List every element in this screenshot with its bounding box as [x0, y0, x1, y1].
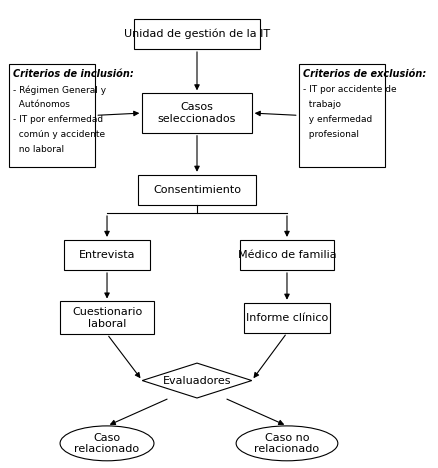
Text: - IT por enfermedad: - IT por enfermedad: [13, 115, 103, 124]
Text: profesional: profesional: [302, 130, 358, 139]
Text: - IT por accidente de: - IT por accidente de: [302, 85, 396, 94]
FancyBboxPatch shape: [64, 240, 150, 270]
Text: Evaluadores: Evaluadores: [162, 375, 231, 386]
FancyBboxPatch shape: [138, 175, 255, 205]
Text: Autónomos: Autónomos: [13, 100, 70, 109]
Text: Caso no
relacionado: Caso no relacionado: [254, 432, 319, 454]
Text: Caso
relacionado: Caso relacionado: [74, 432, 139, 454]
Text: Entrevista: Entrevista: [78, 250, 135, 260]
FancyBboxPatch shape: [240, 240, 333, 270]
FancyBboxPatch shape: [60, 301, 154, 334]
FancyBboxPatch shape: [298, 64, 384, 167]
Ellipse shape: [60, 426, 154, 461]
FancyBboxPatch shape: [244, 303, 329, 333]
Text: y enfermedad: y enfermedad: [302, 115, 371, 124]
Text: no laboral: no laboral: [13, 145, 64, 154]
Text: trabajo: trabajo: [302, 100, 340, 109]
Text: - Régimen General y: - Régimen General y: [13, 85, 106, 95]
FancyBboxPatch shape: [142, 93, 251, 133]
FancyBboxPatch shape: [9, 64, 95, 167]
Text: Informe clínico: Informe clínico: [245, 313, 327, 323]
Text: Unidad de gestión de la IT: Unidad de gestión de la IT: [124, 29, 269, 39]
Text: Médico de familia: Médico de familia: [237, 250, 336, 260]
Ellipse shape: [236, 426, 337, 461]
Text: Cuestionario
laboral: Cuestionario laboral: [72, 307, 142, 329]
Text: Consentimiento: Consentimiento: [153, 185, 240, 195]
Text: Criterios de inclusión:: Criterios de inclusión:: [13, 69, 134, 79]
Polygon shape: [142, 363, 251, 398]
Text: común y accidente: común y accidente: [13, 130, 105, 139]
FancyBboxPatch shape: [134, 19, 259, 49]
Text: Criterios de exclusión:: Criterios de exclusión:: [302, 69, 425, 79]
Text: Casos
seleccionados: Casos seleccionados: [157, 102, 236, 124]
